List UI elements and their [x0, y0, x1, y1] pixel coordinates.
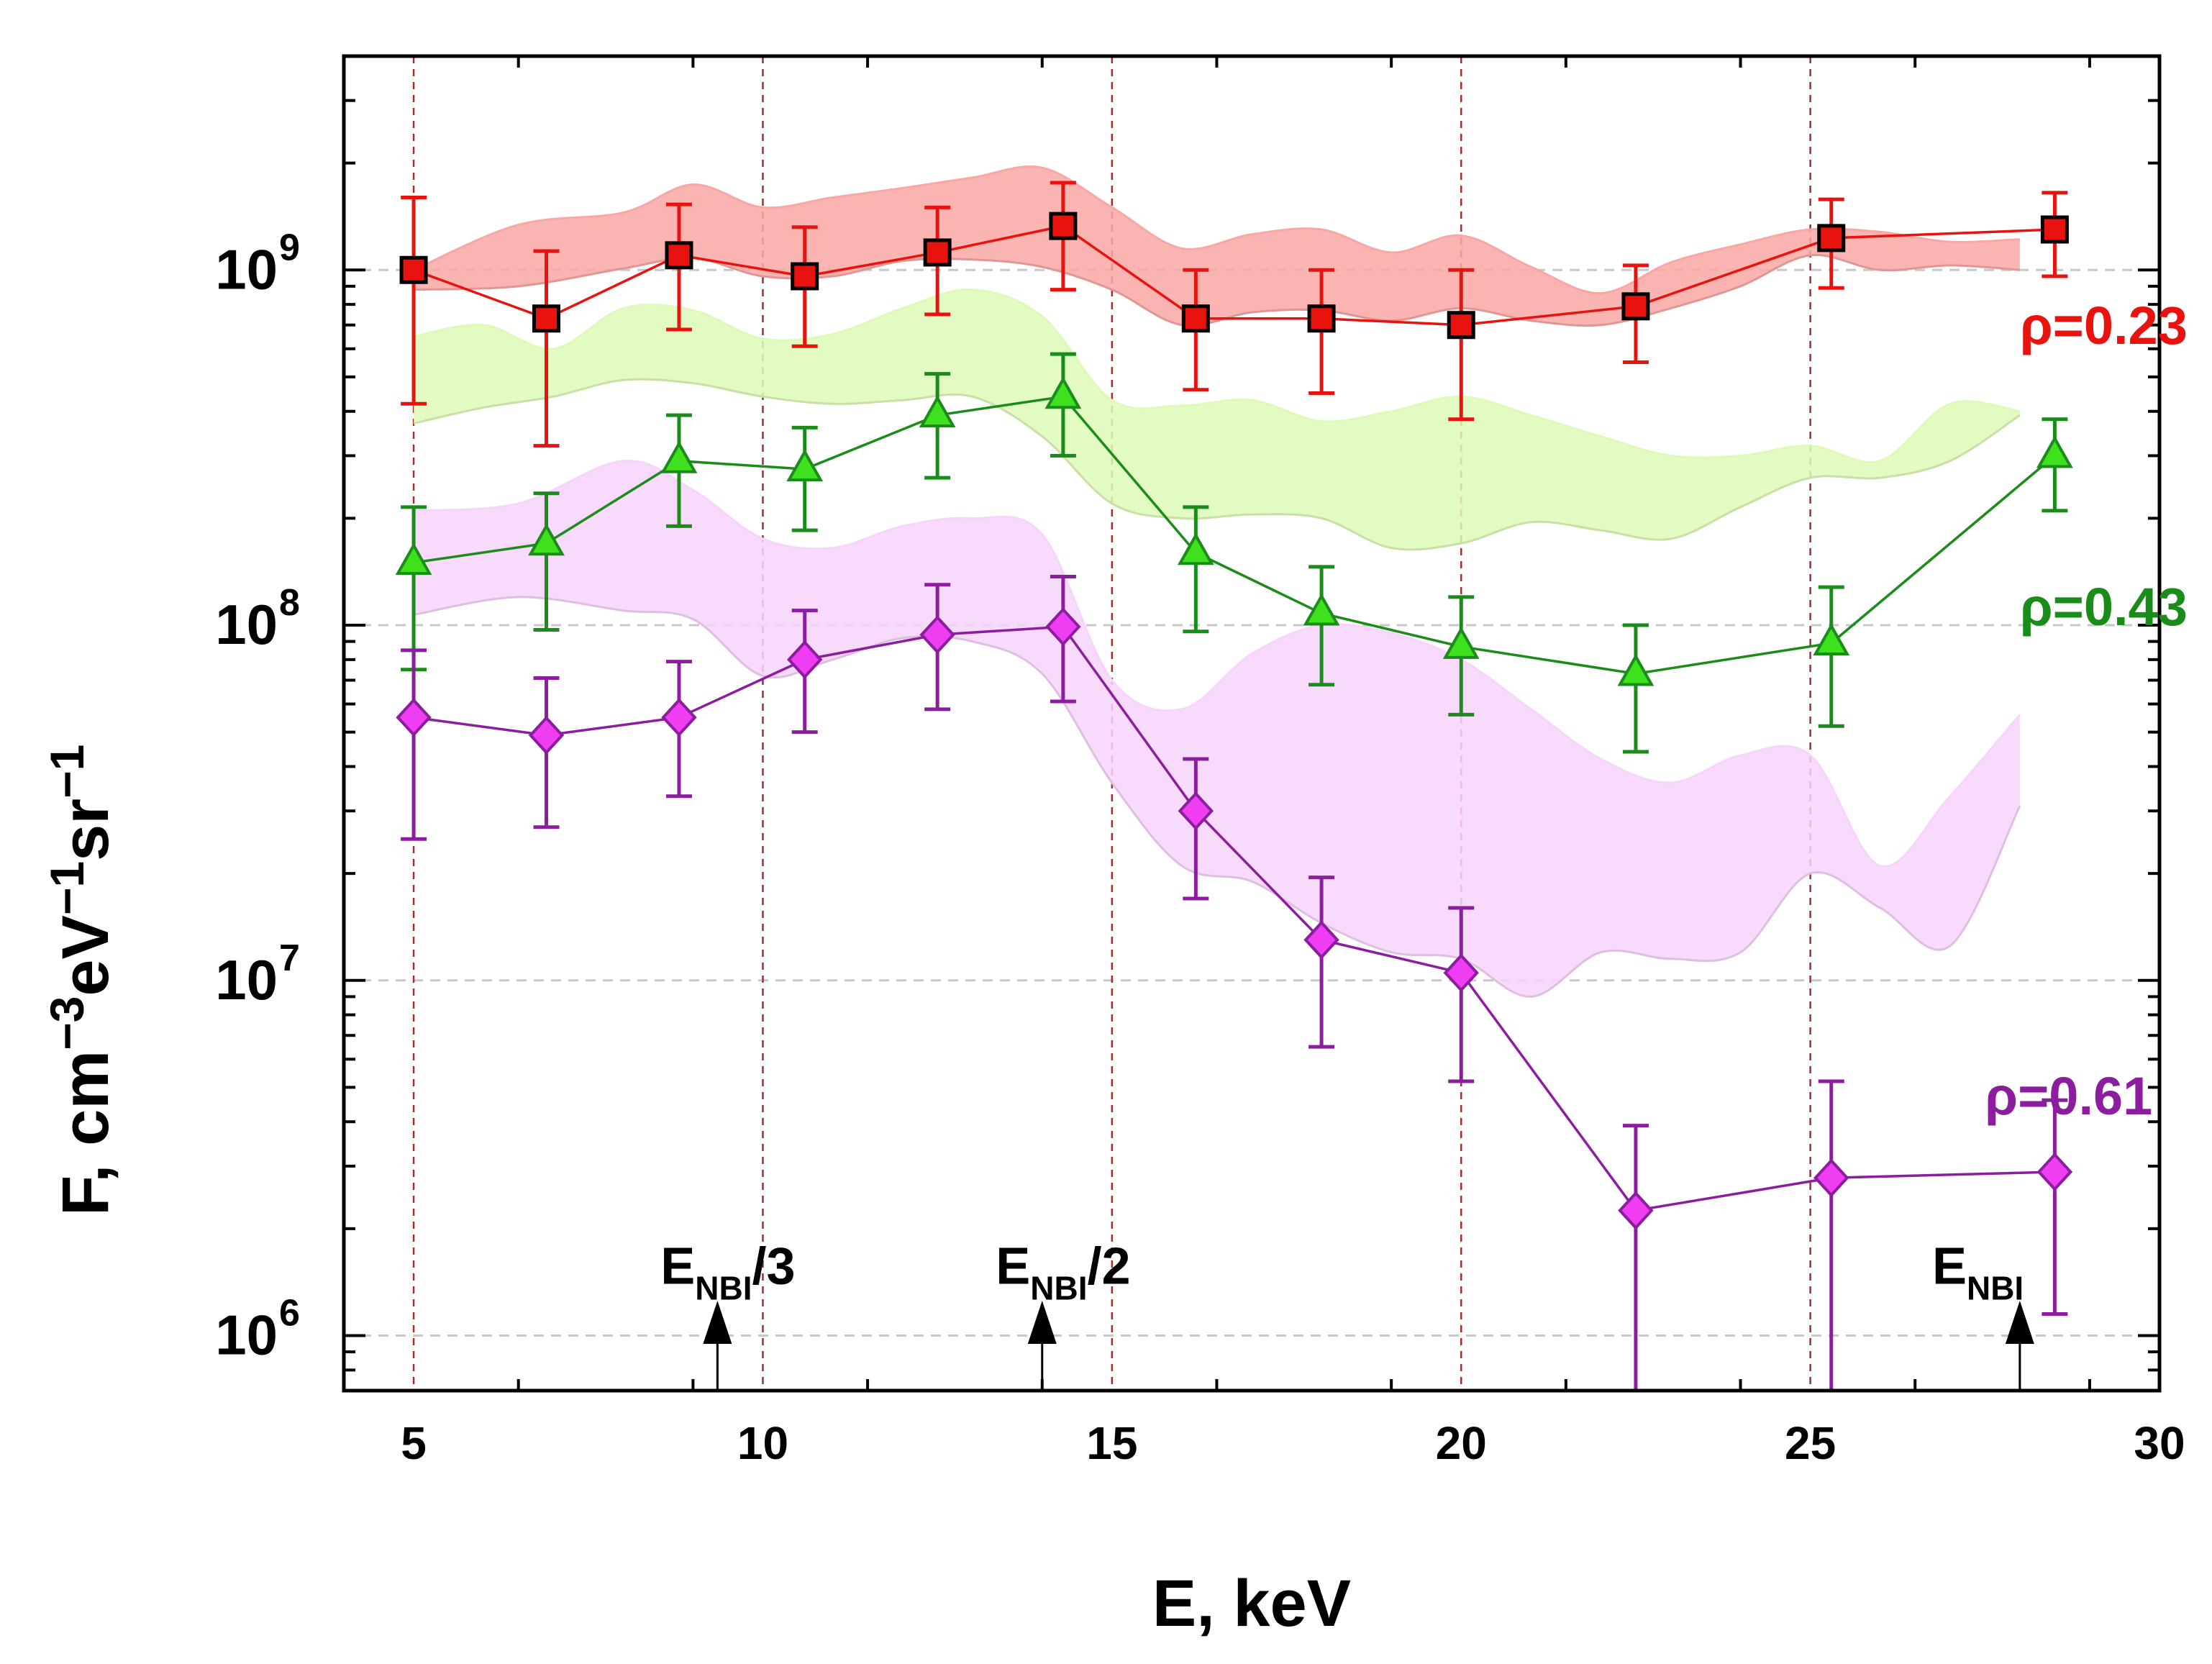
series-line-2	[413, 625, 2055, 1212]
y-tick-label: 10	[215, 948, 278, 1011]
data-point-triangle	[2036, 435, 2073, 468]
data-point-diamond	[1443, 953, 1479, 993]
data-point-square	[1817, 224, 1846, 253]
data-point-triangle	[786, 449, 824, 482]
data-point-triangle	[1177, 532, 1214, 565]
data-point-triangle	[1303, 593, 1340, 626]
data-point-square	[1621, 292, 1650, 321]
annotation-label-1: ENBI/2	[996, 1237, 1130, 1306]
annotation-arrow-head	[2005, 1301, 2034, 1344]
data-point-square	[1447, 311, 1475, 340]
data-point-diamond	[2036, 1152, 2073, 1191]
data-point-diamond	[1303, 920, 1339, 960]
y-axis-label: F, cm−3eV−1sr−1	[40, 745, 122, 1216]
series-line-1	[413, 395, 2056, 676]
band-fill-2	[414, 460, 2020, 997]
annotation-label-2: ENBI	[1932, 1237, 2024, 1306]
data-point-triangle	[1813, 622, 1850, 656]
band-lower-edge-1	[413, 378, 2021, 551]
data-point-diamond	[786, 640, 823, 679]
data-point-diamond	[1045, 607, 1081, 647]
annotation-arrow-head	[703, 1301, 732, 1344]
data-point-triangle	[919, 395, 956, 428]
data-point-triangle	[1442, 626, 1480, 659]
y-tick-exponent: 9	[279, 227, 300, 268]
y-tick-exponent: 6	[279, 1293, 300, 1335]
data-point-triangle	[1044, 376, 1082, 409]
x-tick-label: 20	[1436, 1417, 1487, 1469]
annotation-label-0: ENBI/3	[660, 1237, 795, 1306]
series-line-0	[413, 224, 2055, 327]
plot-frame	[342, 54, 2162, 1393]
data-point-square	[1049, 212, 1078, 240]
x-tick-label: 15	[1086, 1417, 1137, 1469]
series-label-1: ρ=0.43	[2020, 577, 2188, 637]
series-label-0: ρ=0.23	[2020, 296, 2188, 355]
data-point-diamond	[1178, 791, 1214, 831]
data-point-square	[791, 262, 819, 291]
data-point-diamond	[1618, 1191, 1654, 1230]
data-point-square	[665, 241, 693, 270]
data-point-triangle	[1617, 653, 1655, 686]
band-upper-edge-1	[413, 288, 2021, 464]
y-tick-label: 10	[215, 1304, 278, 1367]
data-point-diamond	[919, 615, 955, 655]
data-point-triangle	[528, 523, 565, 556]
data-point-diamond	[1813, 1158, 1849, 1198]
y-tick-exponent: 7	[279, 937, 300, 979]
data-series	[395, 181, 2073, 1393]
data-point-triangle	[660, 440, 698, 473]
y-tick-label: 10	[215, 593, 278, 656]
annotation-arrow-head	[1027, 1301, 1057, 1344]
data-point-square	[532, 304, 561, 333]
data-point-square	[1181, 304, 1210, 333]
band-fill-1	[414, 289, 2020, 550]
x-axis-label: E, keV	[1152, 1567, 1351, 1640]
y-tick-label: 10	[215, 237, 278, 301]
data-point-triangle	[395, 542, 432, 576]
x-tick-label: 5	[401, 1417, 427, 1469]
x-tick-label: 30	[2134, 1417, 2185, 1469]
data-point-square	[923, 238, 952, 267]
data-point-diamond	[661, 698, 697, 737]
series-label-2: ρ=0.61	[1985, 1066, 2152, 1126]
data-point-square	[1307, 304, 1336, 333]
data-point-square	[2040, 215, 2069, 244]
data-point-square	[399, 255, 428, 284]
x-tick-label: 10	[737, 1417, 788, 1469]
axes	[342, 54, 2162, 1393]
x-tick-label: 25	[1785, 1417, 1836, 1469]
band-fill-0	[414, 166, 2020, 326]
y-tick-exponent: 8	[279, 582, 300, 624]
data-point-diamond	[396, 698, 432, 737]
band-upper-edge-2	[413, 460, 2021, 868]
uncertainty-bands	[413, 165, 2021, 998]
data-point-diamond	[528, 716, 565, 755]
band-upper-edge-0	[413, 165, 2020, 295]
band-lower-edge-2	[413, 596, 2021, 998]
